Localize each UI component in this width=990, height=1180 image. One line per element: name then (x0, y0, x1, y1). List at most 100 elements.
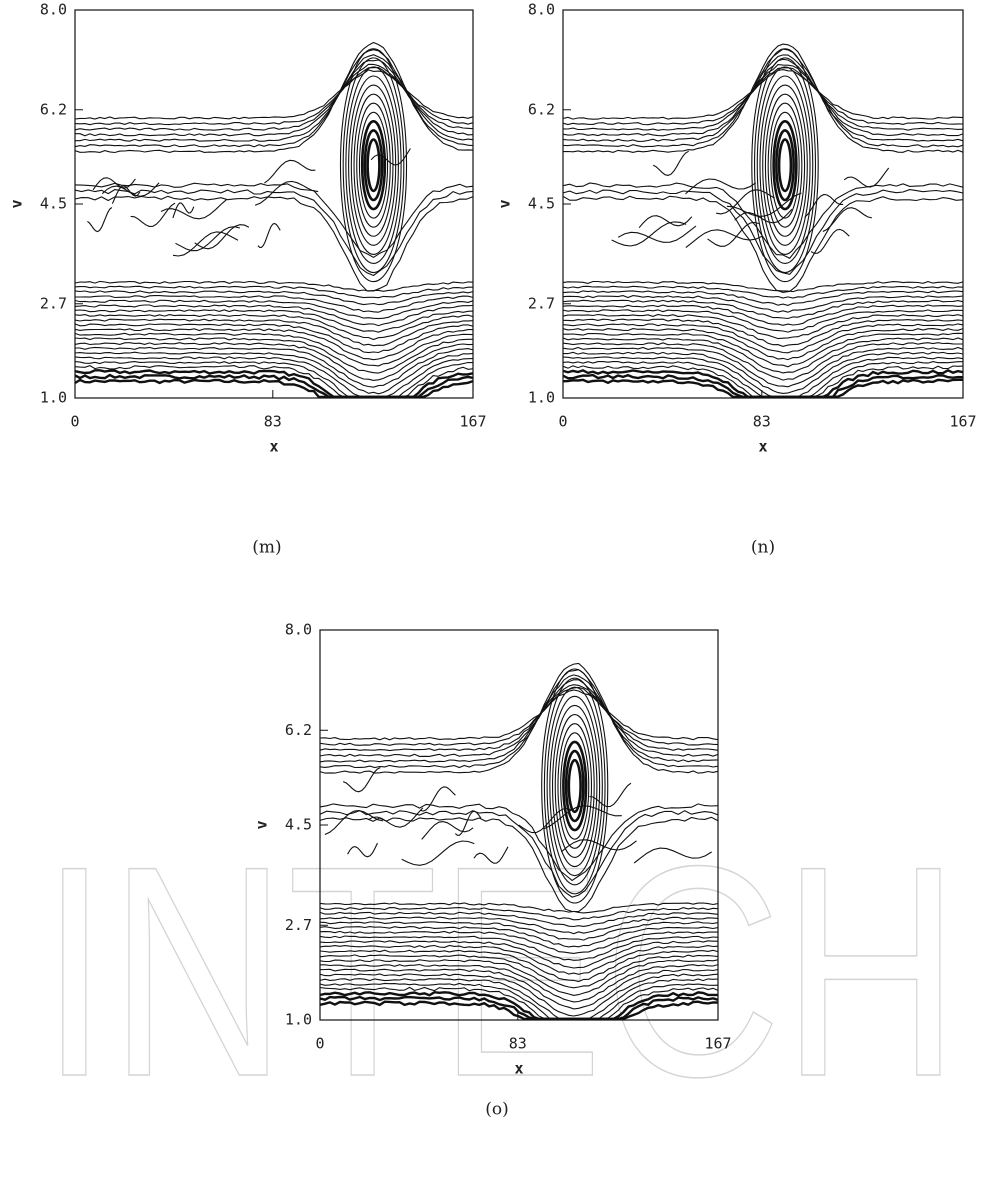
contour-line (319, 973, 719, 1017)
contour-line (454, 810, 482, 836)
island-orbit (562, 740, 588, 832)
island-orbit (756, 66, 814, 265)
contour-line (319, 930, 718, 954)
contour-line (319, 986, 719, 1020)
contour-line (543, 805, 622, 830)
contour-line (257, 222, 281, 248)
contour-line (319, 959, 719, 996)
x-axis-label: x (269, 438, 278, 456)
y-tick-label: 4.5 (40, 195, 67, 213)
caption: (n) (751, 538, 775, 558)
contour-line (319, 911, 719, 928)
contour-line (74, 342, 474, 381)
island-orbit (360, 120, 387, 211)
caption: (o) (485, 1100, 509, 1120)
contour-line (319, 954, 719, 989)
contour-line (319, 684, 719, 752)
y-tick-label: 4.5 (528, 195, 555, 213)
contour-line (370, 148, 411, 166)
contour-line (617, 225, 697, 243)
contour-line (562, 54, 964, 142)
contour-line (74, 304, 474, 327)
contour-line (319, 809, 719, 898)
contour-line (633, 847, 712, 864)
contour-line (74, 323, 474, 354)
contour-line (347, 842, 378, 858)
island-orbit (549, 695, 601, 877)
y-axis-label: v (8, 199, 26, 208)
contour-line (74, 328, 473, 361)
island-orbit (564, 749, 585, 823)
contour-line (74, 299, 474, 320)
contour-line (324, 809, 384, 835)
contour-line (319, 669, 719, 769)
contour-line (319, 990, 719, 1021)
contour-line (319, 679, 719, 757)
island-orbit (759, 75, 811, 255)
contour-line (319, 674, 719, 763)
y-tick-label: 2.7 (285, 916, 312, 934)
contour-line (319, 949, 719, 983)
contour-line (589, 782, 632, 808)
contour-line (319, 982, 719, 1020)
contour-line (716, 189, 775, 215)
contour-line (74, 290, 474, 306)
x-tick-label: 167 (459, 413, 486, 431)
island-orbit (554, 714, 595, 858)
island-orbit (356, 102, 391, 228)
contour-line (562, 318, 964, 347)
y-tick-label: 2.7 (528, 294, 555, 312)
contour-line (319, 995, 719, 1021)
contour-line (74, 69, 474, 120)
y-tick-label: 2.7 (40, 294, 67, 312)
contour-lines (562, 43, 964, 399)
island-orbit (345, 66, 402, 265)
contour-line (367, 807, 424, 828)
island-orbit (753, 57, 817, 274)
contour-line (652, 150, 689, 176)
y-tick-label: 6.2 (40, 100, 67, 118)
contour-line (562, 323, 964, 354)
contour-line (101, 182, 160, 197)
contour-line (562, 189, 964, 275)
contour-line (74, 361, 474, 398)
watermark: INTECH (40, 803, 960, 1139)
contour-line (562, 295, 964, 313)
contour-line (562, 378, 963, 399)
contour-line (562, 309, 964, 333)
contour-line (74, 195, 474, 292)
contour-line (562, 304, 964, 326)
contour-line (421, 821, 474, 840)
contour-line (74, 313, 474, 341)
contour-line (562, 182, 964, 259)
contour-line (562, 299, 964, 320)
contour-line (175, 226, 241, 252)
contour-line (734, 208, 793, 224)
contour-line (320, 963, 719, 1003)
contour-line (74, 364, 474, 398)
contour-line (74, 318, 474, 347)
contour-line (562, 368, 964, 399)
contour-line (319, 1000, 719, 1021)
contour-line (92, 177, 136, 191)
island-orbit (543, 677, 606, 895)
island-orbit (366, 138, 381, 193)
contour-line (562, 195, 964, 293)
contour-line (562, 313, 964, 340)
island-orbit (775, 129, 795, 202)
contour-line (562, 67, 964, 126)
island-orbit (567, 758, 582, 814)
island-orbit (348, 75, 399, 255)
contour-line (420, 786, 456, 812)
contour-line (74, 182, 474, 259)
contour-line (518, 807, 572, 834)
contour-line (74, 337, 473, 374)
contour-line (254, 180, 319, 206)
y-tick-label: 8.0 (528, 1, 555, 19)
contour-line (401, 840, 475, 866)
contour-line (74, 356, 474, 398)
y-tick-label: 6.2 (285, 721, 312, 739)
y-tick-label: 1.0 (528, 389, 555, 407)
contour-line (319, 803, 719, 882)
contour-line (562, 280, 964, 293)
